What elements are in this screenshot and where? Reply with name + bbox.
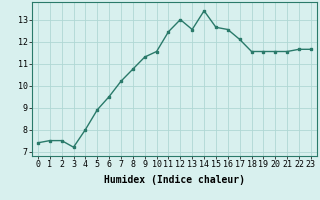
X-axis label: Humidex (Indice chaleur): Humidex (Indice chaleur) <box>104 175 245 185</box>
